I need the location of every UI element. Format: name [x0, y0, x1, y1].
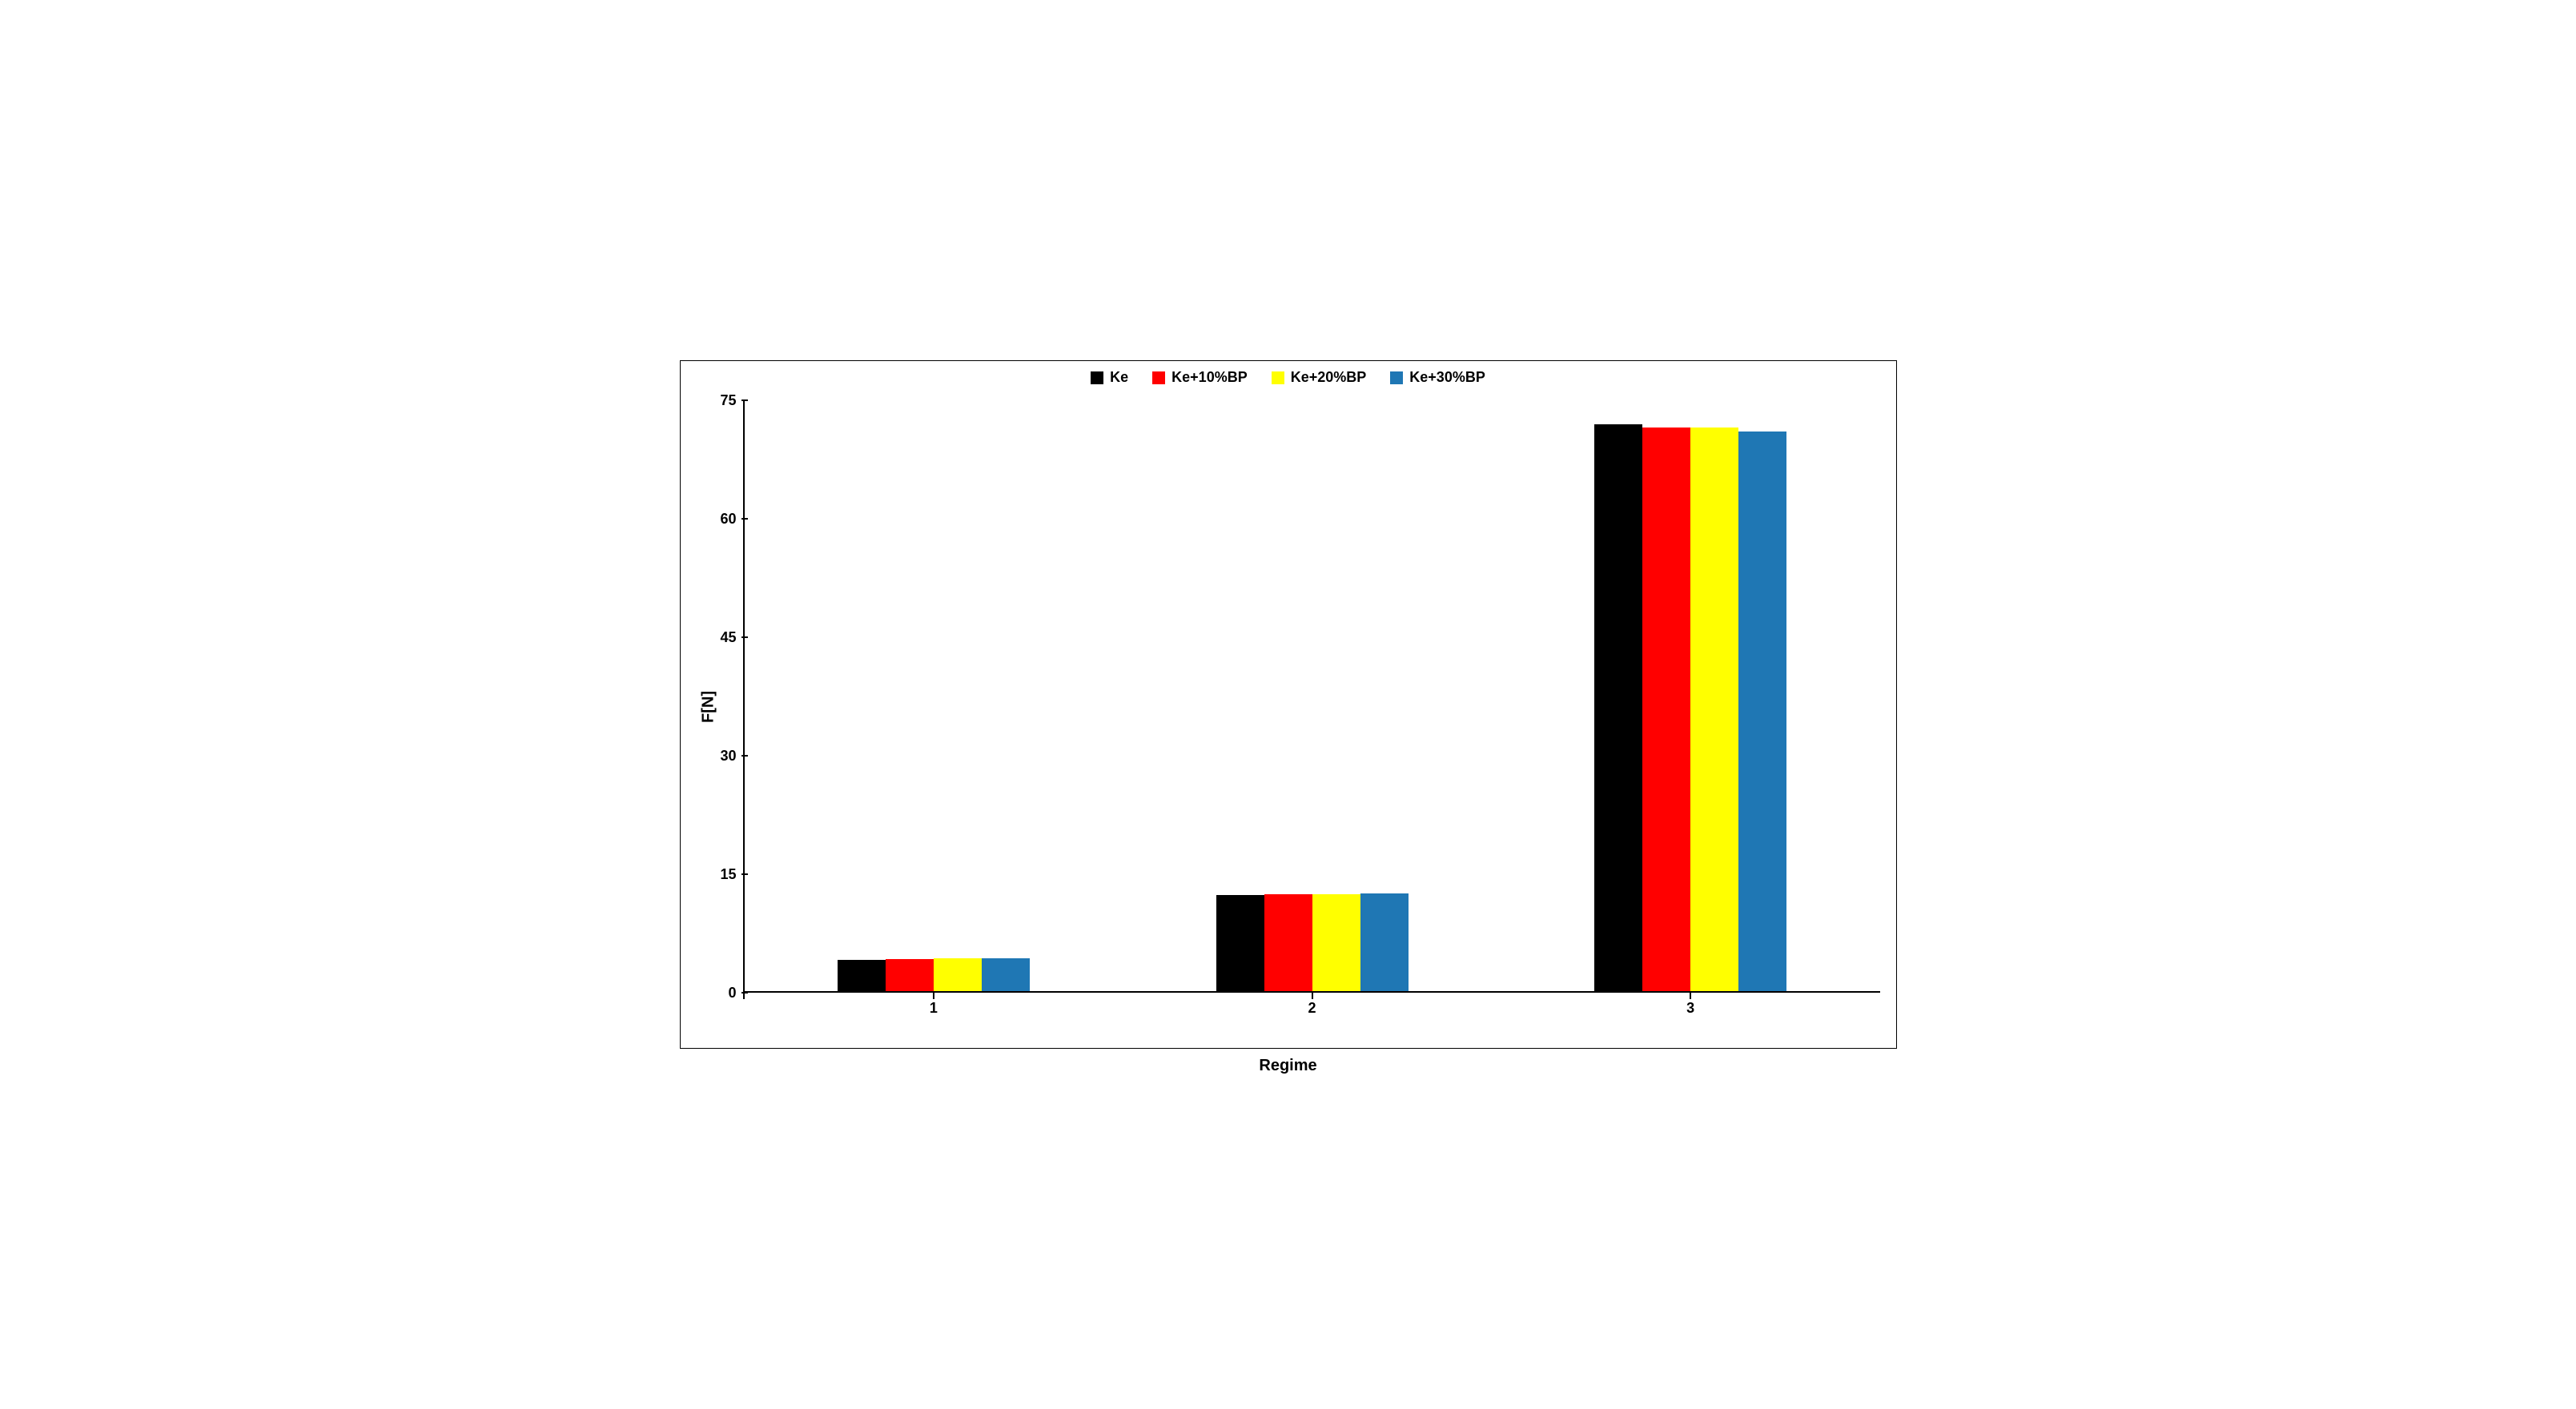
- plot-area: 123: [743, 400, 1880, 993]
- legend-label: Ke+10%BP: [1171, 369, 1248, 386]
- legend-item: Ke+30%BP: [1390, 369, 1485, 386]
- bar-group: 1: [745, 400, 1123, 991]
- legend: Ke Ke+10%BP Ke+20%BP Ke+30%BP: [697, 369, 1880, 386]
- x-tick-label: 2: [1308, 1000, 1316, 1017]
- bar: [1216, 895, 1264, 991]
- bar: [934, 958, 982, 991]
- y-axis-label: F[N]: [697, 398, 721, 1017]
- bars-container: 123: [745, 400, 1880, 991]
- chart-container: Ke Ke+10%BP Ke+20%BP Ke+30%BP F[N] 75604530…: [680, 360, 1897, 1049]
- x-tick-mark: [933, 993, 934, 999]
- x-tick-label: 1: [930, 1000, 938, 1017]
- bar-group: 2: [1123, 400, 1501, 991]
- x-axis-label: Regime: [1259, 1057, 1316, 1075]
- plot-wrapper: F[N] 75604530150 123: [697, 398, 1880, 1017]
- bar-group: 3: [1501, 400, 1880, 991]
- bar: [1360, 893, 1409, 991]
- legend-label: Ke+30%BP: [1409, 369, 1485, 386]
- bar: [838, 960, 886, 991]
- bar: [982, 958, 1030, 991]
- y-axis: 75604530150: [721, 398, 743, 1017]
- axis-origin-tick: [743, 993, 745, 999]
- x-tick-mark: [1690, 993, 1691, 999]
- x-tick-mark: [1312, 993, 1313, 999]
- bar: [1594, 424, 1642, 991]
- legend-label: Ke+20%BP: [1291, 369, 1367, 386]
- bar: [1738, 432, 1786, 991]
- legend-item: Ke+10%BP: [1152, 369, 1248, 386]
- x-tick-label: 3: [1686, 1000, 1694, 1017]
- legend-label: Ke: [1110, 369, 1128, 386]
- bar: [1312, 894, 1360, 991]
- legend-item: Ke: [1091, 369, 1128, 386]
- legend-swatch: [1272, 371, 1284, 384]
- bar: [1642, 428, 1690, 991]
- bar: [1690, 428, 1738, 991]
- legend-item: Ke+20%BP: [1272, 369, 1367, 386]
- bar: [886, 959, 934, 991]
- legend-swatch: [1091, 371, 1103, 384]
- legend-swatch: [1390, 371, 1403, 384]
- bar: [1264, 894, 1312, 991]
- legend-swatch: [1152, 371, 1165, 384]
